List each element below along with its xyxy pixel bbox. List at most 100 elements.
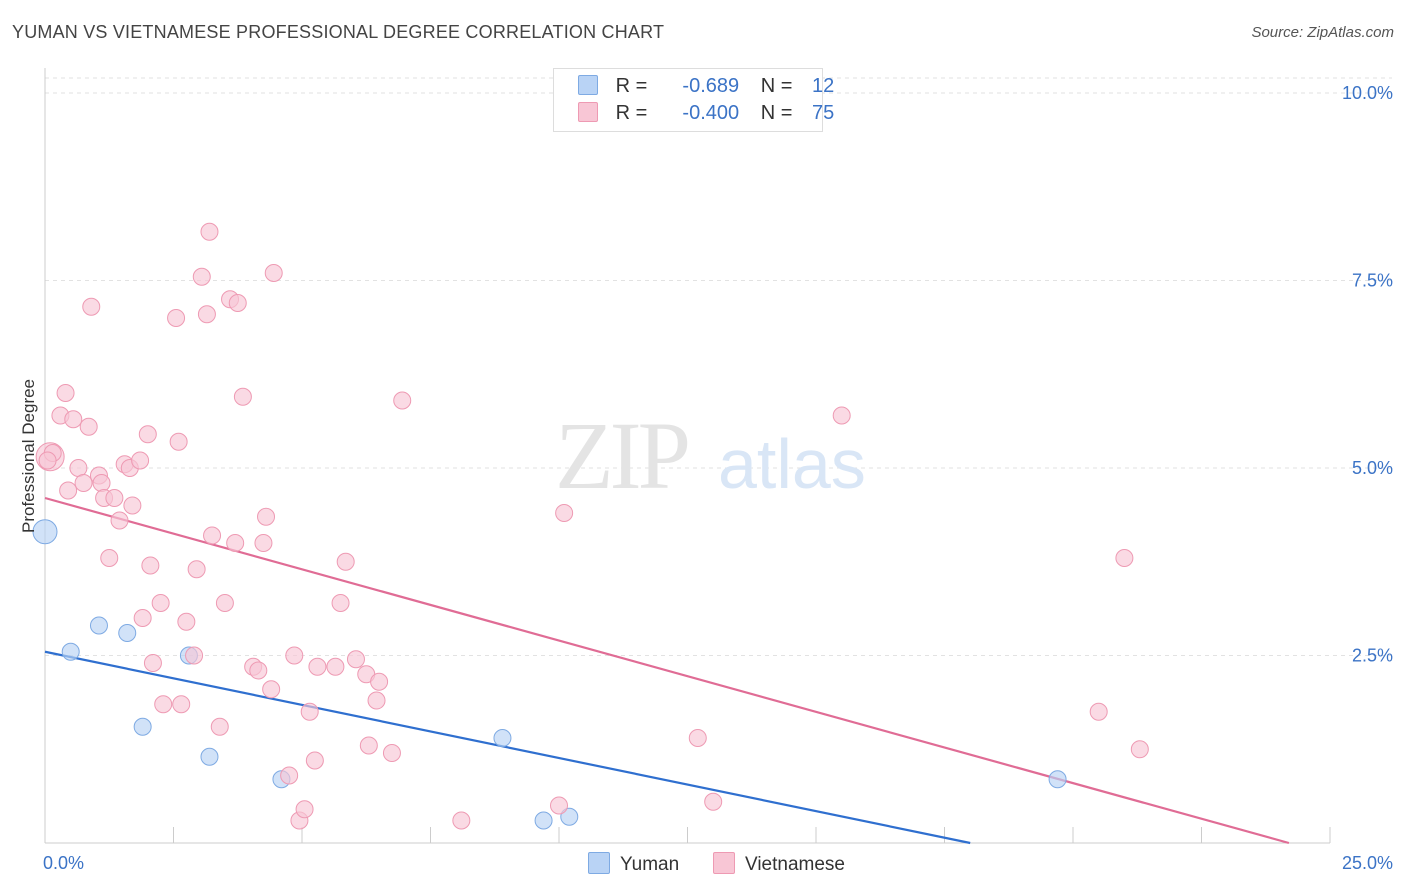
vietnamese-point: [200, 222, 219, 241]
y-tick-label-3: 10.0%: [1342, 83, 1393, 103]
data-points: [32, 222, 1149, 830]
vietnamese-point: [123, 496, 142, 515]
vietnamese-point: [210, 717, 229, 736]
y-axis-label: Professional Degree: [19, 379, 38, 533]
yuman-r-value: -0.689: [682, 75, 740, 97]
vietnamese-point: [257, 507, 276, 526]
vietnamese-point: [177, 612, 196, 631]
watermark: ZIP atlas: [555, 402, 866, 509]
vietnamese-point: [203, 526, 222, 545]
vietnamese-point: [326, 657, 345, 676]
vietnamese-point: [185, 646, 204, 665]
vietnamese-n-label: N =: [760, 102, 793, 124]
legend-row-vietnamese: R = -0.400 N = 75: [578, 102, 834, 126]
vietnamese-r-label: R =: [615, 102, 648, 124]
vietnamese-point: [56, 384, 75, 402]
vietnamese-point: [167, 309, 186, 327]
yuman-point: [534, 811, 553, 830]
yuman-legend-label: Yuman: [620, 854, 680, 875]
yuman-point: [560, 807, 579, 826]
trend-lines: [44, 496, 1290, 845]
vietnamese-point: [1130, 740, 1149, 759]
y-tick-label-1: 5.0%: [1352, 458, 1393, 478]
vietnamese-point: [688, 729, 707, 747]
vietnamese-point: [452, 811, 471, 830]
vietnamese-point: [1115, 549, 1134, 567]
vietnamese-point: [228, 294, 247, 312]
watermark-atlas: atlas: [718, 425, 866, 503]
yuman-n-value: 12: [812, 75, 835, 97]
vietnamese-point: [300, 702, 319, 721]
vietnamese-point: [262, 680, 281, 699]
vietnamese-point: [370, 672, 389, 691]
vietnamese-point: [382, 744, 401, 762]
vietnamese-point: [359, 736, 378, 755]
vietnamese-point: [285, 646, 304, 665]
vietnamese-point: [69, 459, 88, 477]
yuman-n-label: N =: [760, 75, 793, 97]
vietnamese-point: [336, 552, 355, 571]
vietnamese-point: [131, 451, 150, 470]
vietnamese-point: [79, 417, 98, 436]
yuman-r-label: R =: [615, 75, 648, 97]
vietnamese-point: [151, 594, 170, 612]
vietnamese-point: [138, 425, 157, 444]
vietnamese-point: [192, 267, 211, 286]
legend-row-yuman: R = -0.689 N = 12: [578, 75, 834, 99]
vietnamese-point: [1089, 702, 1108, 721]
vietnamese-legend-swatch: [713, 852, 735, 874]
vietnamese-point: [64, 410, 83, 429]
series-legend-yuman: Yuman: [588, 852, 679, 876]
vietnamese-point: [154, 695, 173, 714]
yuman-point: [32, 519, 58, 545]
vietnamese-point: [100, 549, 119, 567]
yuman-point: [61, 642, 80, 661]
vietnamese-point: [215, 594, 234, 612]
yuman-swatch: [578, 75, 598, 95]
vietnamese-point: [305, 751, 324, 770]
x-tick-label-min: 0.0%: [43, 853, 84, 873]
vietnamese-legend-label: Vietnamese: [745, 854, 845, 875]
vietnamese-point: [143, 654, 162, 672]
yuman-point: [200, 747, 219, 766]
yuman-point: [118, 624, 137, 642]
vietnamese-point: [254, 534, 273, 552]
y-tick-label-2: 7.5%: [1352, 271, 1393, 291]
vietnamese-n-value: 75: [812, 102, 835, 124]
vietnamese-point: [308, 657, 327, 676]
vietnamese-point: [226, 534, 245, 552]
series-legend-vietnamese: Vietnamese: [713, 852, 845, 876]
vietnamese-point: [169, 432, 188, 451]
vietnamese-point: [346, 650, 365, 669]
x-tick-marks: [44, 827, 1331, 843]
vietnamese-point: [92, 474, 111, 492]
vietnamese-point: [197, 305, 216, 324]
vietnamese-point: [105, 489, 124, 507]
vietnamese-point: [59, 481, 78, 500]
vietnamese-point: [110, 511, 129, 530]
vietnamese-point: [187, 560, 206, 579]
vietnamese-point: [141, 556, 160, 575]
axes: [44, 68, 1330, 844]
x-tick-label-max: 25.0%: [1342, 853, 1393, 873]
vietnamese-point: [331, 594, 350, 612]
vietnamese-point: [295, 800, 314, 819]
vietnamese-point: [555, 504, 574, 522]
vietnamese-point: [74, 474, 93, 492]
vietnamese-point: [82, 297, 101, 316]
vietnamese-trend-line: [44, 496, 1290, 845]
vietnamese-point: [133, 609, 152, 627]
yuman-point: [493, 729, 512, 747]
vietnamese-point: [233, 387, 252, 406]
vietnamese-point: [550, 796, 568, 815]
vietnamese-point: [38, 451, 57, 470]
yuman-point: [133, 717, 152, 736]
vietnamese-swatch: [578, 102, 598, 122]
y-tick-label-0: 2.5%: [1352, 646, 1393, 666]
yuman-legend-swatch: [588, 852, 610, 874]
vietnamese-point: [172, 695, 191, 714]
vietnamese-point: [264, 264, 283, 282]
gridlines: [45, 77, 1392, 656]
source-credit: Source: ZipAtlas.com: [1251, 24, 1394, 41]
correlation-legend: R = -0.689 N = 12 R = -0.400 N = 75: [553, 68, 834, 132]
